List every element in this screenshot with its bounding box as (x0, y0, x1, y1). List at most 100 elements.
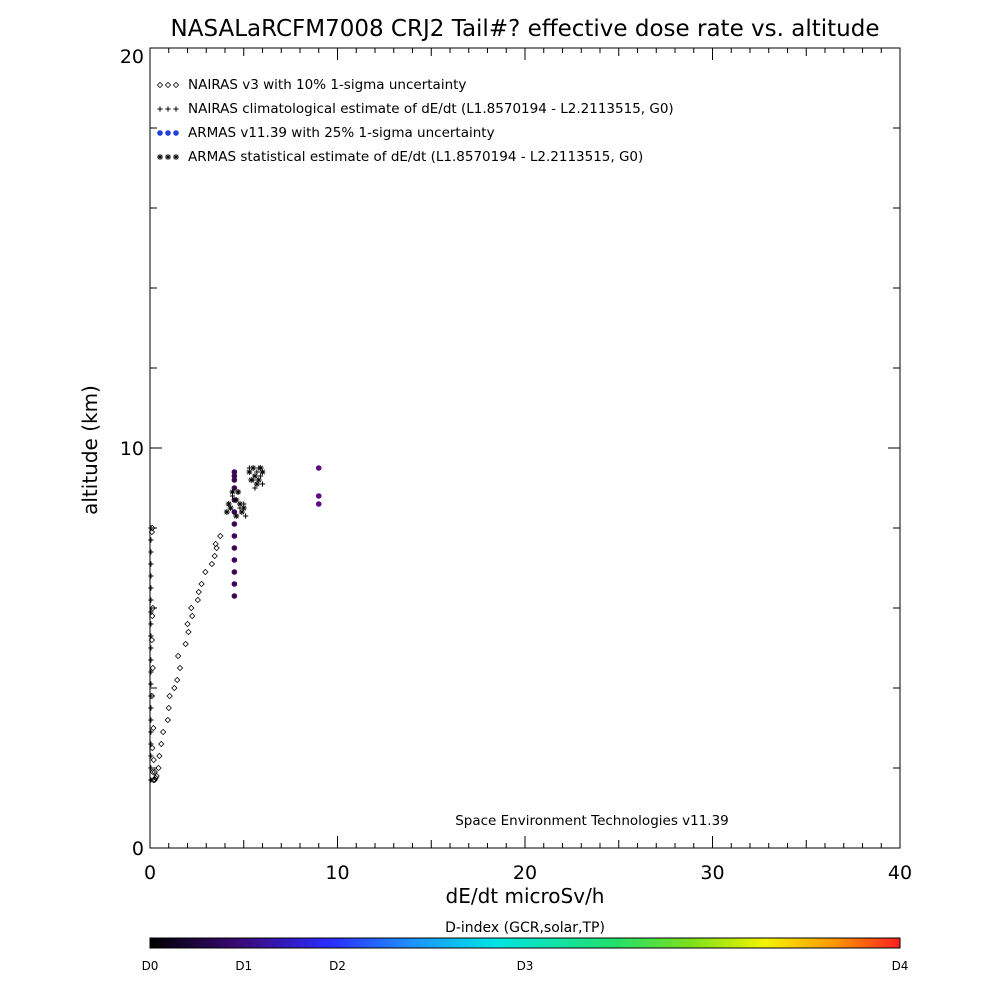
x-tick-label: 0 (144, 862, 156, 884)
data-point (185, 628, 192, 636)
data-point (148, 549, 154, 555)
data-point (231, 473, 238, 479)
x-tick-label: 20 (513, 862, 537, 884)
data-point (148, 645, 154, 651)
data-point (165, 704, 172, 712)
data-point (259, 469, 266, 475)
data-point (252, 473, 258, 479)
data-points (148, 465, 322, 784)
data-point (217, 532, 224, 540)
legend-markers (156, 81, 180, 160)
data-point (149, 604, 156, 612)
y-tick-label: 10 (120, 438, 144, 460)
data-point (149, 664, 156, 672)
data-point (315, 501, 322, 507)
data-point (259, 481, 266, 487)
y-tick-label: 20 (120, 46, 144, 68)
data-point (253, 481, 260, 487)
data-point (159, 728, 167, 736)
data-point (149, 768, 156, 776)
data-point (148, 669, 154, 675)
legend-label: ARMAS v11.39 with 25% 1-sigma uncertaint… (188, 125, 495, 141)
colorbar (149, 937, 901, 949)
data-point (235, 489, 242, 495)
data-point (231, 469, 238, 475)
data-point (149, 612, 156, 620)
data-point (158, 740, 165, 748)
legend-marker (165, 130, 171, 136)
legend: NAIRAS v3 with 10% 1-sigma uncertainty N… (156, 77, 674, 165)
legend-marker (157, 154, 163, 160)
data-point (148, 537, 154, 543)
data-point (151, 768, 158, 776)
data-point (148, 636, 156, 644)
legend-marker (172, 81, 180, 89)
colorbar-label: D1 (235, 959, 252, 973)
data-point (155, 764, 162, 772)
data-point (246, 469, 253, 475)
chart-title: NASALaRCFM7008 CRJ2 Tail#? effective dos… (171, 16, 880, 42)
data-point (148, 525, 154, 531)
colorbar-label: D4 (892, 959, 909, 973)
y-tick-label: 0 (132, 838, 144, 860)
legend-marker (157, 106, 163, 112)
data-point (213, 544, 220, 552)
data-point (231, 485, 238, 491)
x-axis-label: dE/dt microSv/h (446, 884, 605, 908)
data-point (195, 588, 202, 596)
data-point (148, 741, 154, 747)
x-tick-label: 40 (888, 862, 912, 884)
data-point (148, 633, 154, 639)
data-point (182, 640, 189, 648)
data-point (255, 477, 262, 483)
plot-frame (149, 47, 901, 849)
data-point (238, 509, 245, 515)
data-point (148, 528, 156, 536)
data-point (174, 652, 182, 660)
data-point (227, 505, 234, 511)
colorbar-label: D2 (329, 959, 346, 973)
data-point (148, 609, 154, 615)
credit-label: Space Environment Technologies v11.39 (455, 813, 729, 829)
data-point (188, 604, 195, 612)
data-point (231, 569, 238, 575)
legend-marker (165, 154, 171, 160)
data-point (150, 724, 157, 732)
legend-marker (173, 154, 179, 160)
data-point (156, 752, 163, 760)
data-point (148, 597, 154, 603)
data-point (194, 596, 201, 604)
colorbar-label: D3 (517, 959, 534, 973)
data-point (189, 612, 196, 620)
y-axis-label: altitude (km) (78, 385, 102, 515)
data-point (315, 493, 322, 499)
data-point (151, 776, 158, 784)
data-point (149, 744, 156, 752)
data-point (166, 692, 173, 700)
data-point (148, 705, 154, 711)
data-point (211, 552, 218, 560)
legend-label: ARMAS statistical estimate of dE/dt (L1.… (188, 149, 643, 165)
data-point (148, 573, 154, 579)
data-point (148, 777, 154, 783)
colorbar-label: D0 (142, 959, 159, 973)
data-point (202, 568, 209, 576)
legend-marker (165, 106, 171, 112)
data-point (233, 497, 240, 503)
legend-marker (157, 130, 163, 136)
colorbar-labels: D0 D1 D2 D3 D4 (142, 959, 909, 973)
data-point (148, 681, 154, 687)
x-tick-label: 10 (325, 862, 349, 884)
data-point (229, 489, 236, 495)
data-point (248, 477, 255, 483)
data-point (150, 776, 157, 784)
data-point (250, 465, 257, 471)
legend-marker (156, 81, 164, 89)
legend-marker (173, 106, 179, 112)
data-point (212, 540, 219, 548)
data-point (231, 477, 238, 483)
data-point (148, 765, 154, 771)
data-point (148, 729, 154, 735)
data-point (208, 560, 216, 568)
